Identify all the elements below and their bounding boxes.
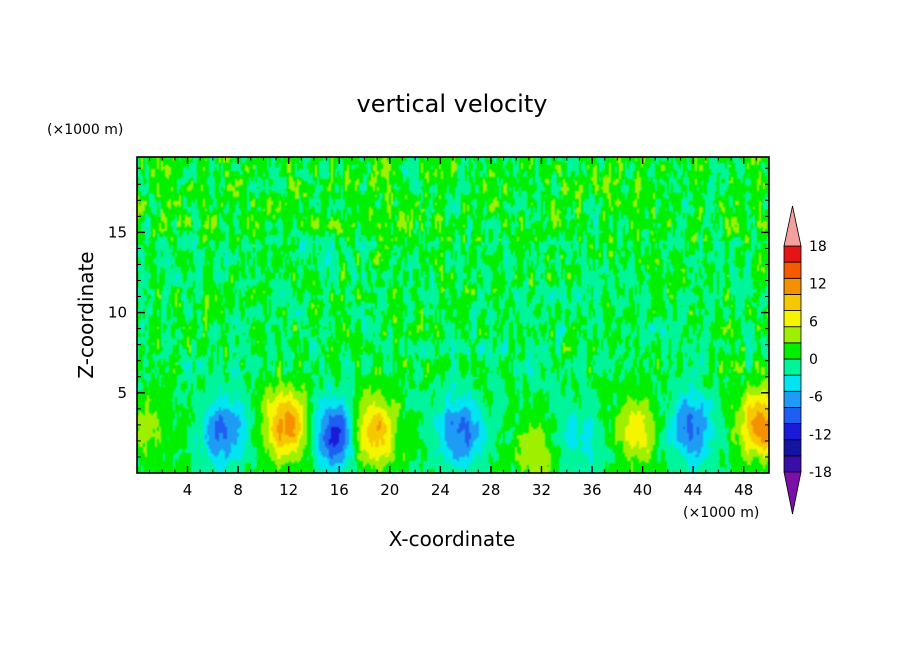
x-tick-label: 4 <box>183 481 193 499</box>
x-tick-label: 12 <box>279 481 298 499</box>
x-axis: 4 8 12 16 20 24 28 32 36 40 44 48 <box>149 157 757 499</box>
x-tick-label: 48 <box>734 481 753 499</box>
colorbar-box <box>783 439 802 457</box>
colorbar-box <box>783 455 802 473</box>
colorbar-tick-label: -12 <box>809 427 832 443</box>
colorbar-box <box>783 326 802 344</box>
colorbar-max-arrow <box>783 205 802 247</box>
x-axis-label: X-coordinate <box>389 527 516 551</box>
colorbar-tick-label: -6 <box>809 390 823 406</box>
colorbar-box <box>783 245 802 263</box>
x-tick-label: 24 <box>431 481 450 499</box>
x-tick-label: 20 <box>380 481 399 499</box>
colorbar-tick-label: 6 <box>809 314 818 330</box>
colorbar-box <box>783 342 802 360</box>
x-tick-label: 44 <box>684 481 703 499</box>
colorbar-min-arrow <box>783 471 802 515</box>
y-unit-label: (×1000 m) <box>47 122 123 138</box>
colorbar-box <box>783 407 802 424</box>
chart-title: vertical velocity <box>357 90 548 118</box>
x-tick-label: 40 <box>633 481 652 499</box>
colorbar-tick-label: 12 <box>809 277 827 293</box>
plot-area <box>137 157 769 473</box>
y-tick-label: 5 <box>117 384 127 402</box>
x-tick-label: 16 <box>330 481 349 499</box>
colorbar-box <box>783 423 802 441</box>
x-tick-label: 36 <box>582 481 601 499</box>
colorbar-box <box>783 277 802 295</box>
colorbar-box <box>783 374 802 392</box>
colorbar: 18 12 6 0 -6 -12 -18 <box>783 205 832 515</box>
x-tick-label: 32 <box>532 481 551 499</box>
colorbar-tick-label: 18 <box>809 239 827 255</box>
colorbar-box <box>783 390 802 408</box>
colorbar-tick-label: -18 <box>809 465 832 481</box>
y-axis-label: Z-coordinate <box>74 251 98 378</box>
colorbar-box <box>783 358 802 376</box>
x-tick-label: 28 <box>481 481 500 499</box>
y-tick-label: 15 <box>108 223 127 241</box>
contour-field <box>137 157 769 473</box>
y-tick-label: 10 <box>108 304 127 322</box>
x-unit-label: (×1000 m) <box>683 505 759 521</box>
colorbar-box <box>783 294 802 311</box>
x-tick-label: 8 <box>233 481 243 499</box>
colorbar-box <box>783 261 802 279</box>
colorbar-box <box>783 310 802 328</box>
colorbar-tick-label: 0 <box>809 352 818 368</box>
y-axis: 5 10 15 <box>108 167 769 458</box>
